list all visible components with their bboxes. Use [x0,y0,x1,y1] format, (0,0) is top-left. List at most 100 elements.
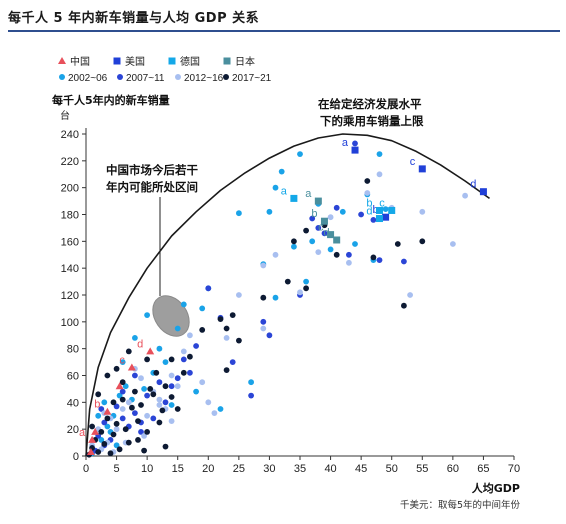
data-point [364,190,371,196]
data-point [150,415,157,422]
legend-marker-country [58,57,66,64]
data-point [223,325,230,332]
data-point [132,388,138,395]
x-tick-label: 15 [172,463,184,475]
country-point-label: b [94,399,100,411]
data-point [450,241,456,247]
data-point [162,399,169,406]
data-point [119,379,126,386]
data-point [168,356,175,363]
data-point [401,302,407,309]
country-marker [86,447,95,455]
data-point [333,251,340,258]
legend-label-country: 德国 [180,55,200,68]
legend-marker-period [175,74,181,80]
data-point [104,423,111,430]
data-point [236,292,242,298]
data-point [376,151,383,158]
data-point [119,406,126,412]
data-point [168,394,175,400]
legend-label-country: 美国 [125,55,145,68]
data-point [138,375,144,382]
data-point [419,208,426,215]
data-point [141,386,148,392]
data-point [333,204,340,211]
data-point [180,369,187,376]
data-point [113,420,120,427]
data-point [132,410,138,416]
data-point [162,443,169,450]
data-point [260,325,267,332]
country-marker [146,347,155,355]
country-marker [290,194,298,202]
data-point [132,335,138,341]
data-point [364,178,371,184]
data-point [168,402,175,408]
data-point [394,241,401,247]
data-point [346,259,352,266]
data-point [162,383,169,390]
x-tick-label: 10 [141,463,153,475]
data-point [132,372,138,379]
data-point [135,418,141,424]
data-point [156,396,163,403]
data-point [116,392,123,399]
data-point [168,383,175,390]
data-point [284,278,291,285]
data-point [144,412,151,419]
country-marker [382,213,390,221]
data-point [95,391,102,398]
country-point-label: d [366,206,372,218]
data-point [144,429,151,435]
data-point [135,437,141,443]
data-point [321,230,328,237]
country-marker [375,215,383,223]
data-point [315,249,322,256]
data-point [141,447,148,454]
y-tick-label: 40 [67,397,79,409]
data-point [297,289,303,296]
country-marker [388,206,396,214]
country-marker [127,363,136,371]
x-tick-label: 20 [202,463,214,475]
data-point [266,332,273,339]
data-point [370,254,377,261]
data-point [309,215,316,222]
country-marker [91,427,100,435]
data-point [116,446,123,453]
data-point [370,217,377,223]
data-point [272,294,279,301]
data-point [272,184,279,191]
x-tick-label: 35 [294,463,306,475]
data-point [122,383,129,390]
data-point [113,403,120,410]
data-point [407,292,413,298]
data-point [199,327,206,333]
legend-marker-country [168,57,176,65]
data-point [211,410,218,416]
data-point [98,406,105,412]
data-point [291,243,297,250]
country-point-label: b [366,197,372,209]
data-point [141,433,148,439]
data-point [260,262,267,269]
data-point [376,171,383,178]
china-range-annotation: 年内可能所处区间 [106,180,198,194]
legend-label-period: 2007~11 [126,73,165,84]
data-point [101,399,108,406]
data-point [156,345,163,352]
data-point [144,312,151,318]
country-point-label: d [324,227,330,239]
upper-limit-line [85,133,490,457]
data-point [199,379,206,386]
data-point [110,431,117,438]
data-point [113,365,120,372]
data-point [291,238,297,245]
data-point [205,399,212,406]
y-axis-title: 每千人5年内的新车销量 [52,93,170,107]
y-tick-label: 100 [61,317,79,329]
data-point [419,238,426,245]
